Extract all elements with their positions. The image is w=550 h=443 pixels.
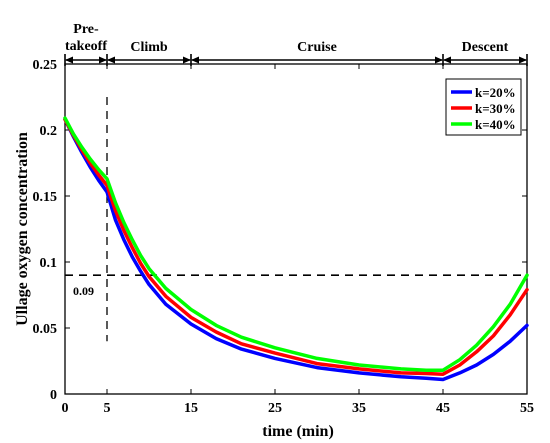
series-line [63,117,529,376]
y-tick-label: 0.15 [33,190,58,205]
legend-label: k=40% [475,117,516,132]
y-tick-label: 0.05 [33,322,58,337]
phase-label: Climb [130,40,168,55]
x-tick-label: 45 [436,401,450,416]
y-tick-label: 0.2 [40,124,58,139]
phase-label: Cruise [297,40,337,55]
legend: k=20%k=30%k=40% [445,78,522,136]
x-tick-label: 15 [184,401,198,416]
x-tick-label: 0 [62,401,69,416]
x-tick-label: 25 [268,401,282,416]
legend-label: k=20% [475,85,516,100]
threshold-label: 0.09 [73,284,94,298]
phase-label: Descent [462,40,509,55]
y-axis-label: Ullage oxygen concentration [14,132,31,326]
x-tick-label: 55 [520,401,534,416]
series-line [63,117,529,382]
series-lines [63,116,529,382]
plot-frame [64,63,528,395]
x-tick-label: 5 [104,401,111,416]
y-tick-label: 0 [50,388,57,403]
y-tick-label: 0.1 [40,256,58,271]
x-tick-label: 35 [352,401,366,416]
phase-label-line: Pre- [73,22,99,37]
series-line [63,116,529,372]
phase-label-line: takeoff [65,39,107,54]
y-tick-label: 0.25 [33,58,58,73]
flight-phase-bar: Pre-takeoff Climb Cruise Descent [64,22,528,66]
legend-label: k=30% [475,101,516,116]
phase-label: Pre-takeoff [65,22,107,54]
axes: 0 5 15 25 35 45 55 0 0.05 0.1 0.15 0.2 0.25 [33,58,535,416]
x-axis-label: time (min) [262,423,334,440]
